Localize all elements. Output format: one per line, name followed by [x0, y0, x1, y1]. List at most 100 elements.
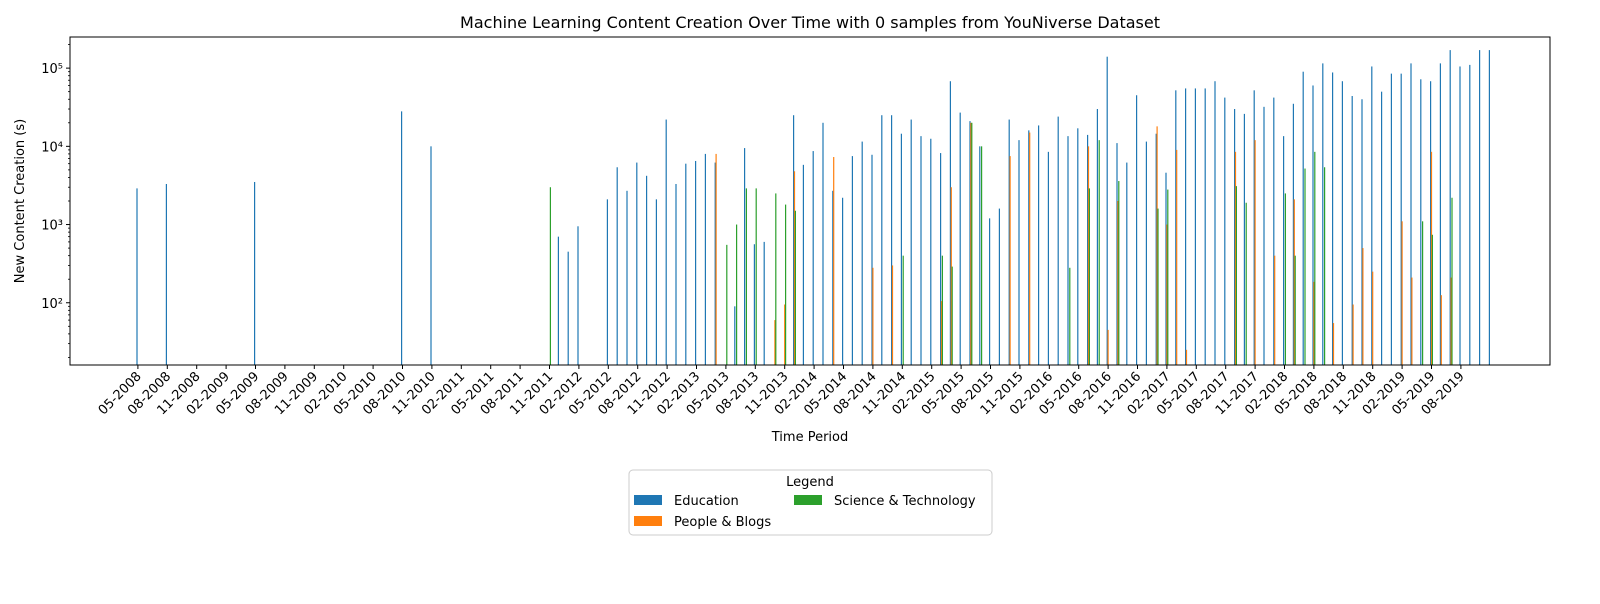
y-tick-label: 10⁴ [41, 140, 63, 155]
bar [1028, 130, 1030, 365]
x-axis: 05-200808-200811-200802-200905-200908-20… [96, 365, 1468, 418]
bar [655, 199, 657, 365]
plot-frame [69, 36, 1551, 366]
legend-title: Legend [786, 475, 834, 490]
bar [941, 255, 943, 365]
bar [1008, 119, 1010, 365]
bar [646, 175, 648, 365]
bar [774, 320, 776, 365]
bar [1214, 81, 1216, 365]
bar [1156, 126, 1158, 366]
bar [1479, 50, 1481, 365]
bar [851, 156, 853, 365]
bar [1324, 167, 1326, 365]
bar [1254, 140, 1256, 365]
bar [1430, 151, 1433, 365]
bar [784, 304, 786, 365]
bar [1009, 156, 1011, 365]
bar [1106, 56, 1108, 365]
bar [930, 138, 932, 365]
bar [736, 224, 738, 365]
bar [744, 148, 746, 365]
y-tick-label: 10⁵ [41, 62, 63, 77]
bar [1253, 90, 1255, 365]
bar [1098, 140, 1100, 365]
bar [1167, 189, 1169, 365]
bar [626, 190, 628, 365]
bar [1069, 267, 1071, 365]
bar [872, 267, 874, 365]
bar [1116, 143, 1118, 365]
bar [1420, 79, 1422, 365]
bar [567, 251, 569, 365]
bar [715, 153, 717, 365]
legend-label: Science & Technology [834, 494, 976, 509]
bar [1136, 95, 1138, 365]
bar [753, 244, 755, 365]
series-1 [715, 122, 1452, 366]
bar [793, 115, 795, 366]
bar [794, 210, 796, 365]
bar [665, 119, 667, 365]
bar [1118, 181, 1120, 365]
bar [734, 306, 736, 365]
legend-swatch [794, 495, 822, 505]
bar [1274, 255, 1276, 365]
legend-swatch [634, 495, 662, 505]
bar [1410, 63, 1412, 365]
series-0 [136, 50, 1490, 366]
bar [949, 81, 951, 365]
bar [616, 167, 618, 365]
bar [910, 119, 912, 365]
legend-items: Education People & Blogs Science & Technol… [634, 494, 976, 530]
bar [1304, 168, 1306, 365]
bar [1469, 64, 1471, 365]
legend-label: People & Blogs [674, 515, 771, 530]
bars-layer [136, 50, 1490, 366]
bar [1018, 140, 1020, 365]
bar [1294, 255, 1296, 365]
bar [1400, 73, 1402, 365]
bar [636, 162, 638, 365]
bar [430, 146, 432, 365]
bar [1057, 116, 1059, 365]
bar [1165, 172, 1167, 365]
bar [1029, 132, 1031, 365]
bar [1422, 221, 1424, 365]
bar [1234, 109, 1236, 366]
y-tick-label: 10² [41, 297, 63, 312]
bar [1302, 71, 1304, 365]
legend-label: Education [674, 494, 739, 509]
bar [1194, 88, 1196, 366]
bar [981, 146, 983, 365]
bar [940, 301, 943, 365]
bar [726, 244, 728, 365]
bar [1292, 103, 1294, 365]
bar [1243, 113, 1245, 365]
bar [920, 136, 922, 365]
bar [969, 121, 971, 365]
bar [1235, 186, 1237, 365]
x-axis-label: Time Period [771, 430, 848, 445]
bar [1038, 125, 1040, 365]
bar [1087, 146, 1090, 365]
bar [1204, 88, 1206, 366]
y-axis: 10² 10³ 10⁴ 10⁵ [41, 44, 70, 358]
bar [971, 122, 973, 365]
bar [1361, 99, 1363, 365]
bar [970, 122, 972, 365]
bar [1067, 136, 1069, 365]
bar [1440, 295, 1442, 365]
bar [136, 188, 138, 365]
legend: Legend Education People & Blogs Science & … [628, 469, 993, 536]
bar [1176, 149, 1178, 365]
bar [1293, 199, 1295, 365]
bar [793, 171, 796, 365]
bar [902, 255, 904, 365]
bar [401, 111, 403, 365]
bar [1459, 66, 1461, 365]
bar [704, 153, 706, 365]
bar [1234, 151, 1237, 365]
